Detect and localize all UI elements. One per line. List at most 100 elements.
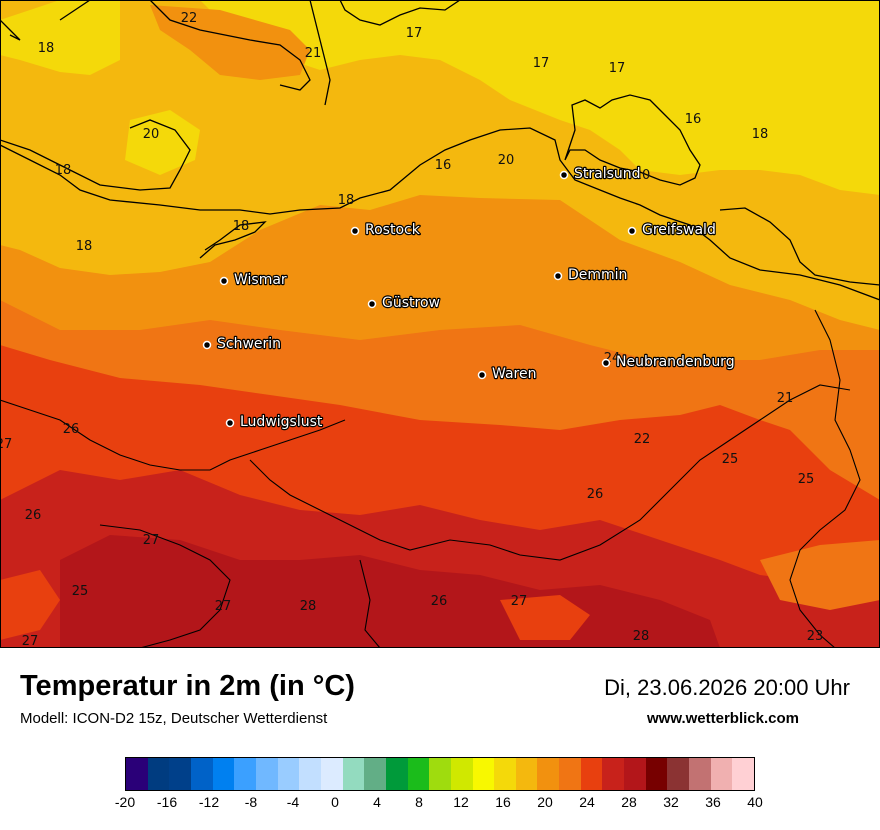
legend-tick-label: -16 — [156, 794, 178, 810]
legend-swatch — [299, 758, 321, 790]
coastline-mon — [309, 0, 331, 106]
legend-swatch — [320, 758, 343, 790]
field-24c — [0, 570, 60, 640]
city-neubrandenburg[interactable]: Neubrandenburg — [601, 353, 736, 371]
city-dot — [477, 370, 487, 380]
city-demmin[interactable]: Demmin — [553, 266, 629, 284]
city-greifswald[interactable]: Greifswald — [627, 221, 717, 239]
city-dot — [627, 226, 637, 236]
contour-label: 18 — [752, 127, 769, 142]
color-legend-bar — [125, 757, 755, 791]
contour-label: 27 — [215, 599, 232, 614]
contour-label: 27 — [22, 634, 39, 648]
legend-swatch — [169, 758, 191, 790]
legend-swatch — [645, 758, 668, 790]
contour-label: 20 — [634, 168, 651, 183]
contour-label: 25 — [798, 472, 815, 487]
field-16b — [0, 0, 120, 75]
legend-swatch — [364, 758, 386, 790]
field-16 — [200, 0, 880, 195]
legend-swatch — [624, 758, 646, 790]
field-20b — [150, 5, 310, 80]
brandenburg-border — [99, 524, 231, 648]
city-label: Wismar — [234, 272, 287, 288]
city-wismar[interactable]: Wismar — [219, 271, 288, 289]
coastline-lolland — [0, 119, 191, 191]
border-east-inner — [359, 559, 381, 648]
info-panel: Temperatur in 2m (in °C) Modell: ICON-D2… — [0, 648, 880, 830]
map-title: Temperatur in 2m (in °C) — [20, 670, 355, 702]
legend-tick-label: -4 — [286, 794, 300, 810]
legend-tick-label: -12 — [198, 794, 220, 810]
city-dot — [367, 299, 377, 309]
city-label: Greifswald — [642, 222, 716, 238]
legend-tick-label: 28 — [621, 794, 637, 810]
city-dot — [559, 170, 569, 180]
legend-swatch — [667, 758, 690, 790]
legend-swatch — [147, 758, 170, 790]
legend-swatch — [234, 758, 256, 790]
contour-label: 20 — [498, 153, 515, 168]
contour-label: 26 — [63, 422, 80, 437]
city-label: Rostock — [365, 222, 421, 238]
city-dot — [219, 276, 229, 286]
coastline-usedom — [719, 207, 880, 286]
city-stralsund[interactable]: Stralsund — [559, 165, 642, 183]
legend-tick-label: 12 — [453, 794, 469, 810]
contour-label: 27 — [0, 437, 12, 452]
contour-label: 18 — [55, 163, 72, 178]
contour-label: 21 — [777, 391, 794, 406]
legend-swatch — [580, 758, 603, 790]
coastline-main — [0, 127, 880, 301]
contour-label: 25 — [722, 452, 739, 467]
city-ludwigslust[interactable]: Ludwigslust — [225, 413, 324, 431]
city-rostock[interactable]: Rostock — [350, 221, 422, 239]
city-label: Schwerin — [217, 336, 281, 352]
contour-label: 17 — [406, 26, 423, 41]
coastline-wismar — [199, 221, 267, 259]
coastline-danish-north — [339, 0, 461, 26]
legend-swatch — [407, 758, 430, 790]
contour-label: 17 — [533, 56, 550, 71]
city-guestrow[interactable]: Güstrow — [367, 294, 441, 312]
contour-label: 28 — [300, 599, 317, 614]
field-24b — [500, 595, 590, 640]
border-poland — [789, 309, 861, 648]
legend-swatch — [277, 758, 300, 790]
city-label: Neubrandenburg — [616, 354, 735, 370]
legend-tick-label: 16 — [495, 794, 511, 810]
contour-label: 17 — [609, 61, 626, 76]
contour-label: 18 — [76, 239, 93, 254]
legend-swatch — [212, 758, 235, 790]
contour-label: 26 — [25, 508, 42, 523]
legend-swatch — [450, 758, 473, 790]
contour-label: 22 — [181, 11, 198, 26]
city-label: Stralsund — [574, 166, 641, 182]
state-border-west — [0, 399, 346, 471]
legend-tick-label: 20 — [537, 794, 553, 810]
cities: Stralsund Greifswald Rostock Demmin Wism… — [202, 165, 736, 431]
temperature-map: 22 18 21 17 17 17 16 18 20 18 20 16 18 2… — [0, 0, 880, 648]
contour-label: 27 — [143, 533, 160, 548]
legend-tick-label: 4 — [373, 794, 381, 810]
legend-swatch — [689, 758, 711, 790]
forecast-datetime: Di, 23.06.2026 20:00 Uhr — [604, 675, 850, 700]
legend-tick-label: 40 — [747, 794, 763, 810]
state-border-south — [249, 384, 851, 561]
website-link[interactable]: www.wetterblick.com — [647, 710, 799, 727]
legend-swatch — [190, 758, 213, 790]
coastline-falster — [149, 0, 311, 91]
legend-swatch — [494, 758, 516, 790]
city-label: Waren — [492, 366, 536, 382]
legend-swatch — [710, 758, 733, 790]
city-dot — [225, 418, 235, 428]
city-schwerin[interactable]: Schwerin — [202, 335, 282, 353]
legend-tick-label: 0 — [331, 794, 339, 810]
city-label: Güstrow — [382, 295, 440, 311]
city-waren[interactable]: Waren — [477, 365, 538, 383]
legend-swatch — [126, 758, 148, 790]
field-16c — [125, 110, 200, 175]
legend-swatch — [515, 758, 538, 790]
contour-label: 20 — [143, 127, 160, 142]
contour-label: 16 — [435, 158, 452, 173]
